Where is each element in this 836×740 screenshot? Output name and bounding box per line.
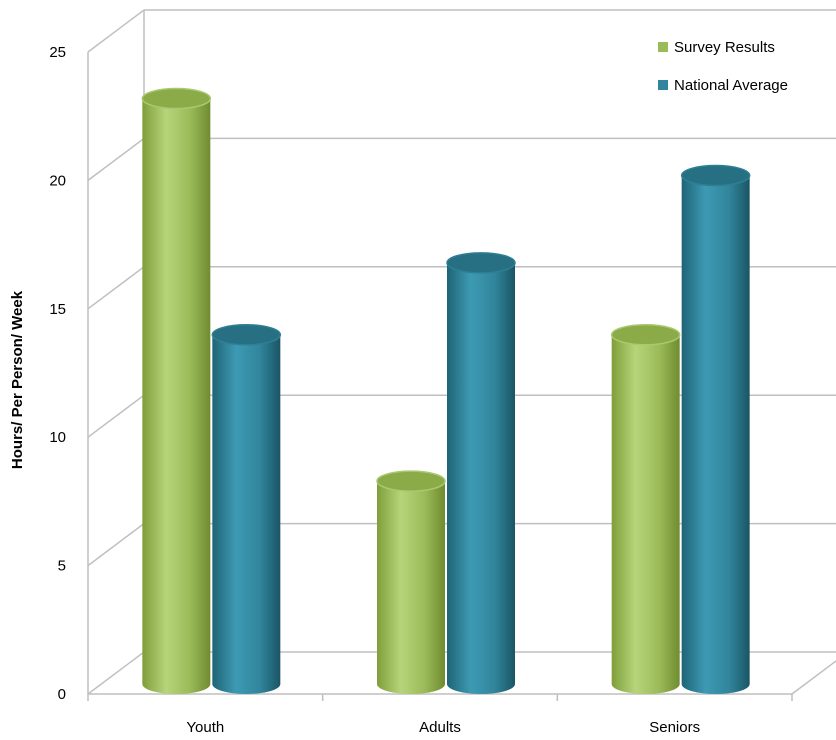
- side-gridline: [87, 394, 145, 438]
- y-tick-label: 10: [49, 429, 66, 446]
- legend-label: Survey Results: [674, 39, 775, 56]
- bar-top: [680, 164, 751, 187]
- bar-body: [611, 334, 680, 694]
- bars: [141, 87, 751, 695]
- bar-survey-results-adults: [376, 470, 446, 694]
- bar-survey-results-seniors: [610, 324, 681, 694]
- y-axis-title: Hours/ Per Person/ Week: [9, 290, 26, 469]
- side-gridline: [87, 137, 145, 181]
- bar-top: [446, 252, 516, 274]
- x-tick-label: Youth: [186, 719, 224, 736]
- bar-national-average-youth: [211, 324, 282, 694]
- side-gridline: [87, 522, 145, 567]
- legend-swatch: [658, 80, 668, 90]
- bar-body: [142, 98, 211, 695]
- floor-edge: [791, 660, 836, 695]
- y-tick-label: 20: [49, 172, 66, 189]
- legend-swatch: [658, 42, 668, 52]
- y-tick-label: 5: [58, 558, 66, 575]
- bar-body: [212, 334, 281, 694]
- y-tick-label: 0: [58, 686, 66, 703]
- bar-top: [141, 87, 212, 110]
- bar-body: [447, 262, 515, 694]
- bar-top: [211, 324, 282, 346]
- side-gridline: [87, 9, 145, 53]
- bar-national-average-seniors: [680, 164, 751, 694]
- axes: 0 5 10 15 20 25 Youth Adults Seniors: [49, 10, 836, 736]
- bar-body: [681, 175, 750, 694]
- bar-survey-results-youth: [141, 87, 212, 695]
- bar-top: [376, 470, 446, 492]
- bar-body: [377, 481, 445, 694]
- bar-national-average-adults: [446, 252, 516, 694]
- side-gridline: [87, 651, 145, 695]
- x-tick-label: Seniors: [649, 719, 700, 736]
- bar-top: [610, 324, 681, 346]
- x-tick-label: Adults: [419, 719, 461, 736]
- legend: Survey Results National Average: [658, 39, 788, 94]
- y-tick-label: 15: [49, 301, 66, 318]
- y-tick-label: 25: [49, 44, 66, 61]
- side-gridline: [87, 266, 145, 310]
- legend-label: National Average: [674, 77, 788, 94]
- axis-labels: Hours/ Per Person/ Week: [9, 290, 26, 469]
